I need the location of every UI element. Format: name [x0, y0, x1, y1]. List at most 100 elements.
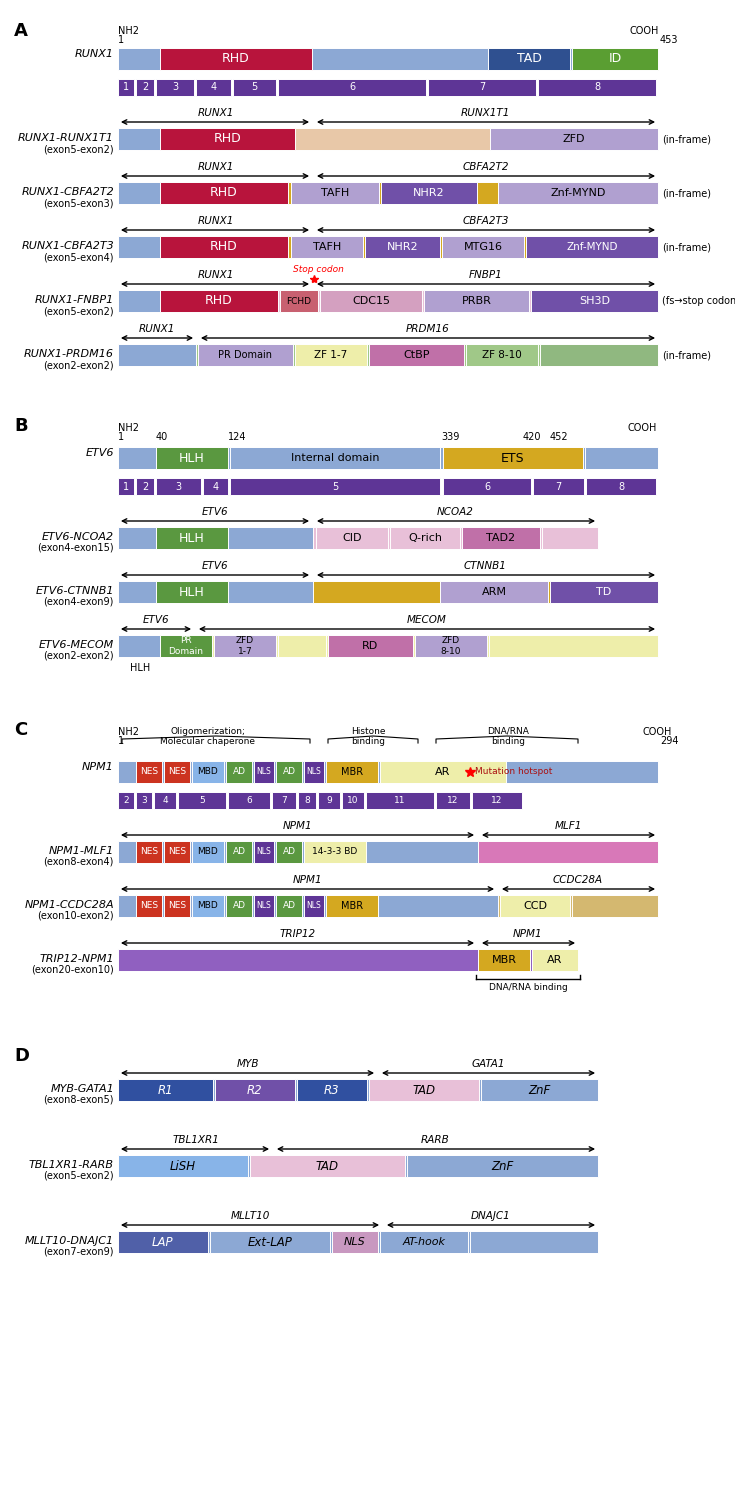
FancyBboxPatch shape — [278, 79, 426, 97]
FancyBboxPatch shape — [272, 793, 296, 809]
Text: 10: 10 — [347, 796, 359, 804]
FancyBboxPatch shape — [304, 842, 366, 862]
Text: 5: 5 — [199, 796, 205, 804]
Text: 7: 7 — [556, 482, 562, 492]
FancyBboxPatch shape — [481, 1080, 598, 1100]
Text: ARM: ARM — [481, 587, 506, 596]
FancyBboxPatch shape — [316, 526, 388, 549]
Text: TRIP12-NPM1: TRIP12-NPM1 — [40, 955, 114, 964]
FancyBboxPatch shape — [118, 128, 658, 150]
FancyBboxPatch shape — [298, 793, 316, 809]
Text: RUNX1-FNBP1: RUNX1-FNBP1 — [35, 294, 114, 305]
Text: ZFD
8-10: ZFD 8-10 — [441, 636, 462, 656]
Text: 3: 3 — [141, 796, 147, 804]
Text: Znf-MYND: Znf-MYND — [566, 242, 617, 251]
FancyBboxPatch shape — [443, 477, 531, 495]
Text: FNBP1: FNBP1 — [469, 271, 503, 280]
Text: NES: NES — [168, 901, 186, 910]
FancyBboxPatch shape — [436, 793, 470, 809]
Text: 6: 6 — [484, 482, 490, 492]
Text: ID: ID — [609, 52, 622, 65]
Text: MBR: MBR — [341, 901, 363, 912]
FancyBboxPatch shape — [160, 181, 288, 204]
Text: NPM1: NPM1 — [283, 821, 313, 831]
Text: 1: 1 — [118, 736, 124, 746]
FancyBboxPatch shape — [118, 79, 134, 97]
FancyBboxPatch shape — [291, 181, 379, 204]
FancyBboxPatch shape — [380, 1231, 468, 1254]
Text: A: A — [14, 22, 28, 40]
Text: Oligomerization;
Molecular chaperone: Oligomerization; Molecular chaperone — [160, 727, 256, 746]
Text: 8: 8 — [594, 82, 600, 92]
Text: R3: R3 — [324, 1084, 340, 1096]
FancyBboxPatch shape — [318, 793, 340, 809]
FancyBboxPatch shape — [118, 1231, 208, 1254]
Text: NES: NES — [168, 767, 186, 776]
FancyBboxPatch shape — [136, 477, 154, 495]
FancyBboxPatch shape — [118, 48, 658, 70]
Text: RHD: RHD — [214, 132, 241, 146]
FancyBboxPatch shape — [118, 1155, 598, 1178]
FancyBboxPatch shape — [118, 842, 658, 862]
FancyBboxPatch shape — [390, 526, 460, 549]
FancyBboxPatch shape — [326, 761, 378, 784]
Text: GATA1: GATA1 — [471, 1059, 505, 1069]
Text: ZFD
1-7: ZFD 1-7 — [236, 636, 254, 656]
Text: CCD: CCD — [523, 901, 547, 912]
FancyBboxPatch shape — [585, 448, 658, 468]
FancyBboxPatch shape — [488, 48, 570, 70]
FancyBboxPatch shape — [118, 290, 256, 312]
Text: ETV6: ETV6 — [85, 448, 114, 458]
Text: (exon5-exon2): (exon5-exon2) — [43, 306, 114, 317]
Text: CtBP: CtBP — [404, 349, 430, 360]
Text: RHD: RHD — [210, 241, 238, 253]
FancyBboxPatch shape — [228, 793, 270, 809]
Text: RUNX1T1: RUNX1T1 — [461, 109, 510, 117]
Text: PRDM16: PRDM16 — [406, 324, 450, 335]
FancyBboxPatch shape — [156, 526, 228, 549]
FancyBboxPatch shape — [136, 842, 162, 862]
FancyBboxPatch shape — [160, 48, 312, 70]
Text: PR
Domain: PR Domain — [168, 636, 204, 656]
Text: NH2: NH2 — [118, 727, 139, 738]
FancyBboxPatch shape — [278, 635, 326, 657]
Text: (exon5-exon3): (exon5-exon3) — [43, 198, 114, 208]
Text: 1: 1 — [118, 36, 124, 45]
Text: NLS: NLS — [306, 767, 321, 776]
FancyBboxPatch shape — [326, 895, 378, 917]
Text: HLH: HLH — [179, 586, 205, 598]
Text: MBD: MBD — [198, 848, 218, 857]
Text: 12: 12 — [448, 796, 459, 804]
FancyBboxPatch shape — [118, 526, 313, 549]
FancyBboxPatch shape — [156, 581, 228, 604]
FancyBboxPatch shape — [342, 793, 364, 809]
Text: RUNX1: RUNX1 — [197, 162, 234, 172]
Text: (exon5-exon2): (exon5-exon2) — [43, 144, 114, 155]
FancyBboxPatch shape — [118, 635, 195, 657]
FancyBboxPatch shape — [118, 635, 658, 657]
FancyBboxPatch shape — [118, 793, 134, 809]
FancyBboxPatch shape — [550, 581, 658, 604]
Text: NHR2: NHR2 — [387, 242, 418, 251]
Text: Ext-LAP: Ext-LAP — [248, 1236, 293, 1249]
FancyBboxPatch shape — [526, 236, 658, 259]
FancyBboxPatch shape — [586, 477, 656, 495]
Text: TBL1XR1: TBL1XR1 — [172, 1135, 219, 1145]
Text: B: B — [14, 416, 28, 436]
FancyBboxPatch shape — [442, 236, 524, 259]
Text: 5: 5 — [251, 82, 258, 92]
Text: 6: 6 — [246, 796, 252, 804]
FancyBboxPatch shape — [118, 290, 658, 312]
FancyBboxPatch shape — [304, 761, 324, 784]
FancyBboxPatch shape — [118, 842, 478, 862]
FancyBboxPatch shape — [280, 290, 318, 312]
Text: 3: 3 — [172, 82, 178, 92]
FancyBboxPatch shape — [295, 343, 367, 366]
Text: 294: 294 — [660, 736, 678, 746]
FancyBboxPatch shape — [254, 895, 274, 917]
Text: (in-frame): (in-frame) — [662, 134, 711, 144]
FancyBboxPatch shape — [381, 181, 477, 204]
FancyBboxPatch shape — [250, 1155, 405, 1178]
Text: RHD: RHD — [222, 52, 250, 65]
Text: ETV6-NCOA2: ETV6-NCOA2 — [42, 532, 114, 541]
